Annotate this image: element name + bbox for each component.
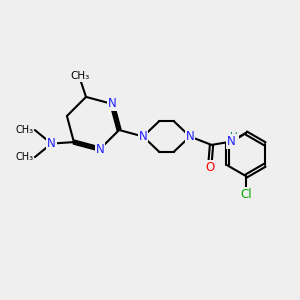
Text: N: N: [96, 142, 104, 156]
Text: N: N: [227, 135, 236, 148]
Text: N: N: [139, 130, 148, 143]
Text: Cl: Cl: [240, 188, 252, 201]
Text: N: N: [108, 98, 116, 110]
Text: CH₃: CH₃: [15, 152, 33, 162]
Text: CH₃: CH₃: [15, 125, 33, 135]
Text: H: H: [230, 132, 238, 142]
Text: CH₃: CH₃: [70, 71, 90, 81]
Text: O: O: [206, 160, 214, 174]
Text: N: N: [47, 137, 56, 150]
Text: N: N: [185, 130, 194, 143]
